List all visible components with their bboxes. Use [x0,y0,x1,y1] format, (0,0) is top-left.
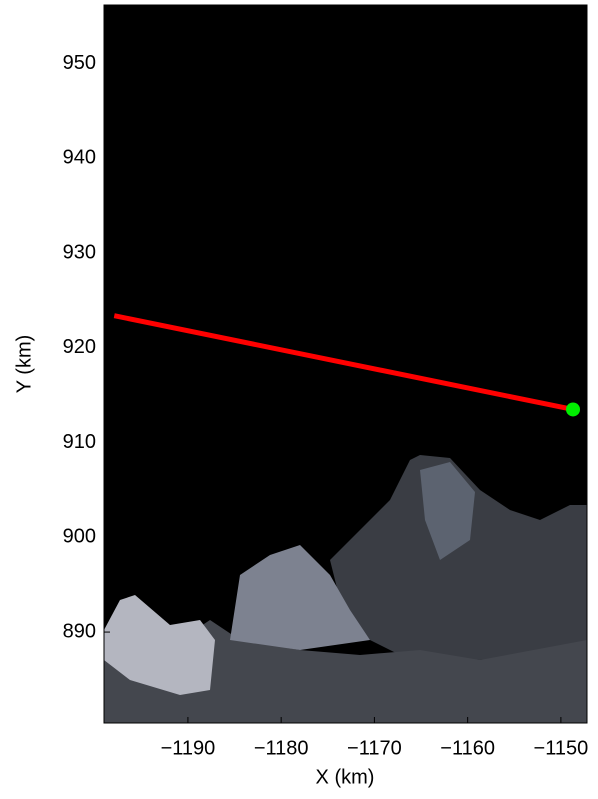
line [113,313,574,412]
y-tick-label: 910 [63,431,96,453]
y-tick-label: 900 [63,526,96,548]
plot-frame [103,4,588,724]
x-tick-label: −1180 [254,737,309,759]
y-tick-label: 950 [63,52,96,74]
x-tick-label: −1190 [161,737,216,759]
y-tick-label: 930 [63,241,96,263]
x-tick-label: −1170 [347,737,402,759]
point [566,402,581,417]
background-image [104,5,587,723]
x-tick-label: −1160 [440,737,495,759]
y-axis-label: Y (km) [13,335,35,394]
x-axis-label: X (km) [316,766,375,788]
y-tick-label: 920 [63,336,96,358]
y-tick-label: 940 [63,147,96,169]
y-tick-label: 890 [63,620,96,642]
x-tick-label: −1150 [534,737,589,759]
